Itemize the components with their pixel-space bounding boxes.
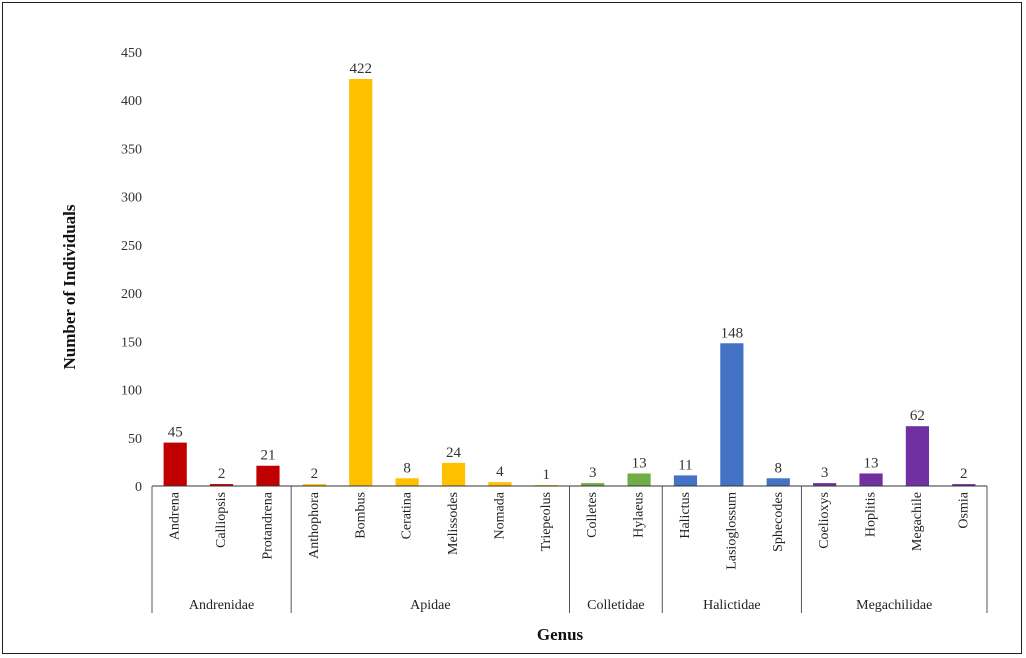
- data-label: 3: [589, 465, 597, 481]
- x-axis-title: Genus: [537, 625, 584, 644]
- category-label: Nomada: [492, 491, 507, 539]
- x-axis: Andrena Calliopsis Protandrena Anthophora Bo…: [152, 485, 987, 570]
- category-label: Triepeolus: [539, 492, 554, 551]
- y-tick-label: 50: [128, 432, 142, 447]
- bar: [581, 483, 605, 486]
- category-label: Osmia: [956, 491, 971, 528]
- data-label: 13: [864, 455, 879, 471]
- data-label: 24: [446, 445, 462, 461]
- data-label: 21: [260, 448, 275, 464]
- data-label: 422: [350, 61, 373, 77]
- y-tick-label: 150: [121, 335, 142, 350]
- category-label: Sphecodes: [771, 492, 786, 552]
- bar: [441, 462, 466, 486]
- data-label: 13: [632, 455, 647, 471]
- bar: [256, 465, 280, 486]
- bar: [952, 484, 976, 486]
- category-label: Lasioglossum: [724, 492, 739, 570]
- bar: [395, 478, 419, 486]
- y-tick-label: 350: [121, 142, 142, 157]
- data-label: 1: [543, 467, 551, 483]
- bars: [163, 79, 976, 486]
- y-tick-label: 450: [121, 46, 142, 61]
- category-label: Halictus: [678, 492, 693, 539]
- data-label: 11: [678, 457, 692, 473]
- y-tick-label: 300: [121, 191, 142, 206]
- bar: [766, 478, 790, 486]
- data-label: 3: [821, 465, 829, 481]
- y-tick-label: 100: [121, 384, 142, 399]
- category-label: Colletes: [585, 492, 600, 538]
- data-label: 2: [960, 466, 968, 482]
- category-label: Bombus: [353, 492, 368, 539]
- y-axis-title: Number of Individuals: [60, 204, 79, 369]
- category-label: Coelioxys: [817, 492, 832, 549]
- data-label: 45: [168, 425, 183, 441]
- bar: [488, 482, 512, 486]
- category-label: Megachile: [910, 492, 925, 551]
- bar: [349, 79, 373, 486]
- bar: [163, 442, 187, 486]
- data-label: 62: [910, 408, 925, 424]
- group-label: Megachilidae: [856, 598, 932, 613]
- data-label: 8: [403, 460, 411, 476]
- bar: [209, 484, 234, 486]
- bar: [673, 475, 698, 486]
- category-label: Ceratina: [400, 491, 415, 539]
- bar: [720, 343, 744, 486]
- category-label: Melissodes: [446, 492, 461, 555]
- group-label: Colletidae: [587, 598, 645, 613]
- y-tick-label: 0: [135, 480, 142, 495]
- category-label: Hoplitis: [864, 492, 879, 537]
- y-tick-label: 400: [121, 94, 142, 109]
- data-label: 2: [218, 466, 226, 482]
- category-label: Calliopsis: [214, 492, 229, 548]
- y-tick-label: 200: [121, 287, 142, 302]
- bar: [859, 473, 883, 486]
- data-label: 2: [311, 466, 319, 482]
- bar: [905, 426, 930, 486]
- data-label: 148: [721, 325, 744, 341]
- group-label: Andrenidae: [189, 598, 254, 613]
- y-axis: 0 50 100 150 200 250 300 350 400 450: [121, 46, 142, 495]
- family-groups: Andrenidae Apidae Colletidae Halictidae Mega…: [151, 486, 988, 613]
- data-label: 8: [775, 460, 783, 476]
- data-label: 4: [496, 464, 504, 480]
- category-label: Hylaeus: [632, 492, 647, 538]
- y-tick-label: 250: [121, 239, 142, 254]
- group-label: Apidae: [410, 598, 450, 613]
- bar: [627, 473, 651, 486]
- group-label: Halictidae: [703, 598, 761, 613]
- bar: [302, 484, 326, 486]
- category-label: Andrena: [168, 491, 183, 540]
- category-label: Protandrena: [260, 491, 275, 559]
- category-label: Anthophora: [307, 491, 322, 559]
- bar: [813, 483, 837, 486]
